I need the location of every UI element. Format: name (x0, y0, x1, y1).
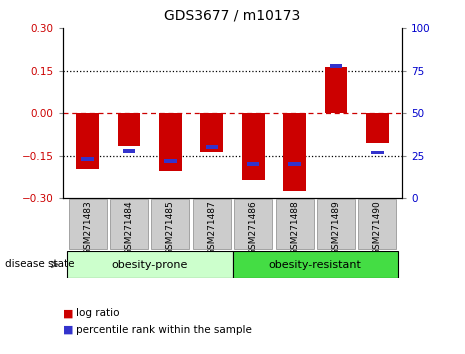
Bar (123, 149, 135, 153)
FancyBboxPatch shape (193, 199, 231, 249)
FancyBboxPatch shape (359, 199, 397, 249)
Text: GDS3677 / m10173: GDS3677 / m10173 (164, 9, 301, 23)
Text: GSM271487: GSM271487 (207, 200, 216, 255)
Bar (159, 113, 182, 171)
Text: obesity-prone: obesity-prone (112, 259, 188, 270)
FancyBboxPatch shape (234, 199, 272, 249)
Bar (206, 145, 218, 149)
Text: log ratio: log ratio (76, 308, 120, 318)
Bar (242, 113, 265, 180)
Bar (366, 113, 389, 143)
Text: GSM271484: GSM271484 (125, 200, 133, 255)
Bar (81, 157, 94, 161)
Bar (371, 150, 384, 154)
Bar (200, 113, 223, 152)
Bar (283, 113, 306, 191)
Text: percentile rank within the sample: percentile rank within the sample (76, 325, 252, 335)
FancyBboxPatch shape (110, 199, 148, 249)
Bar (118, 113, 140, 146)
Text: GSM271490: GSM271490 (373, 200, 382, 255)
FancyBboxPatch shape (68, 199, 106, 249)
Bar (247, 162, 259, 166)
Bar (325, 67, 347, 113)
Text: GSM271486: GSM271486 (249, 200, 258, 255)
Bar (164, 159, 177, 163)
Text: GSM271488: GSM271488 (290, 200, 299, 255)
Text: ■: ■ (63, 308, 73, 318)
Text: GSM271485: GSM271485 (166, 200, 175, 255)
FancyBboxPatch shape (152, 199, 189, 249)
Text: GSM271483: GSM271483 (83, 200, 92, 255)
FancyBboxPatch shape (232, 251, 398, 278)
FancyBboxPatch shape (317, 199, 355, 249)
Text: ■: ■ (63, 325, 73, 335)
Text: GSM271489: GSM271489 (332, 200, 340, 255)
Bar (330, 64, 342, 68)
Bar (288, 162, 301, 166)
Text: disease state: disease state (5, 259, 74, 269)
FancyBboxPatch shape (276, 199, 313, 249)
Text: obesity-resistant: obesity-resistant (269, 259, 362, 270)
Bar (76, 113, 99, 169)
FancyBboxPatch shape (67, 251, 232, 278)
